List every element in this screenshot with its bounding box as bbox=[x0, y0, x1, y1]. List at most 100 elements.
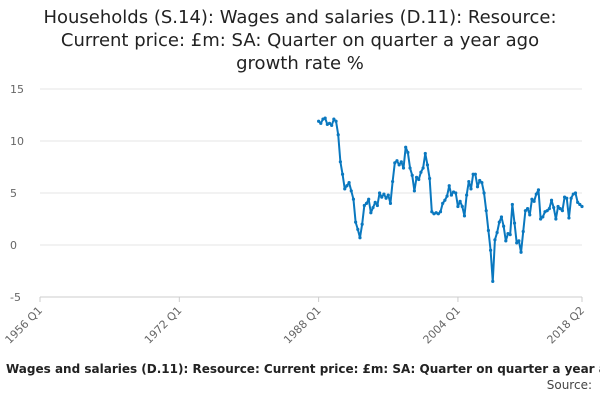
data-point[interactable] bbox=[528, 213, 532, 217]
data-point[interactable] bbox=[475, 185, 480, 189]
data-point[interactable] bbox=[319, 121, 323, 125]
data-point[interactable] bbox=[469, 187, 473, 191]
data-point[interactable] bbox=[517, 239, 521, 243]
data-point[interactable] bbox=[317, 119, 321, 123]
data-point[interactable] bbox=[380, 195, 384, 199]
data-point[interactable] bbox=[456, 204, 460, 209]
data-point[interactable] bbox=[327, 121, 332, 125]
data-point[interactable] bbox=[340, 172, 345, 176]
data-point[interactable] bbox=[438, 210, 443, 214]
data-point[interactable] bbox=[423, 151, 427, 156]
data-point[interactable] bbox=[558, 207, 562, 211]
data-point[interactable] bbox=[406, 150, 410, 155]
data-point[interactable] bbox=[349, 189, 353, 193]
data-point[interactable] bbox=[547, 207, 551, 211]
data-point[interactable] bbox=[565, 196, 569, 200]
data-point[interactable] bbox=[556, 204, 560, 209]
data-point[interactable] bbox=[497, 220, 501, 224]
data-point[interactable] bbox=[345, 184, 349, 188]
data-point[interactable] bbox=[447, 184, 451, 188]
data-point[interactable] bbox=[393, 161, 397, 165]
data-point[interactable] bbox=[421, 166, 425, 170]
data-point[interactable] bbox=[515, 241, 519, 245]
data-point[interactable] bbox=[536, 188, 541, 192]
data-point[interactable] bbox=[408, 166, 412, 170]
data-point[interactable] bbox=[482, 191, 486, 195]
data-point[interactable] bbox=[532, 199, 536, 203]
data-point[interactable] bbox=[549, 198, 554, 202]
data-point[interactable] bbox=[573, 191, 578, 195]
data-point[interactable] bbox=[523, 209, 528, 213]
data-point[interactable] bbox=[495, 230, 499, 235]
data-point[interactable] bbox=[499, 215, 504, 219]
data-point[interactable] bbox=[552, 205, 556, 210]
data-point[interactable] bbox=[539, 217, 543, 221]
data-point[interactable] bbox=[502, 224, 506, 228]
data-point[interactable] bbox=[391, 179, 395, 184]
data-point[interactable] bbox=[493, 238, 497, 242]
data-point[interactable] bbox=[330, 123, 334, 127]
data-point[interactable] bbox=[460, 204, 464, 209]
data-point[interactable] bbox=[401, 166, 406, 170]
data-point[interactable] bbox=[384, 196, 388, 200]
data-point[interactable] bbox=[488, 248, 493, 252]
data-point[interactable] bbox=[343, 187, 347, 191]
data-point[interactable] bbox=[519, 250, 523, 254]
data-point[interactable] bbox=[377, 191, 382, 195]
data-point[interactable] bbox=[473, 172, 477, 176]
data-point[interactable] bbox=[356, 227, 360, 231]
data-point[interactable] bbox=[360, 222, 364, 226]
data-point[interactable] bbox=[521, 229, 525, 234]
data-point[interactable] bbox=[428, 176, 432, 181]
data-point[interactable] bbox=[399, 160, 403, 164]
data-point[interactable] bbox=[454, 191, 458, 195]
data-point[interactable] bbox=[369, 211, 373, 215]
data-point[interactable] bbox=[484, 209, 488, 213]
data-point[interactable] bbox=[419, 170, 423, 174]
data-point[interactable] bbox=[510, 202, 514, 207]
data-point[interactable] bbox=[354, 220, 358, 224]
data-point[interactable] bbox=[404, 145, 408, 149]
data-point[interactable] bbox=[334, 119, 338, 123]
data-point[interactable] bbox=[578, 202, 582, 207]
data-point[interactable] bbox=[386, 193, 390, 197]
data-point[interactable] bbox=[336, 133, 340, 137]
data-point[interactable] bbox=[567, 216, 571, 220]
data-point[interactable] bbox=[371, 205, 375, 210]
data-point[interactable] bbox=[395, 159, 399, 163]
data-point[interactable] bbox=[508, 233, 512, 237]
data-point[interactable] bbox=[478, 178, 482, 183]
data-point[interactable] bbox=[417, 177, 421, 182]
data-point[interactable] bbox=[373, 200, 377, 204]
data-point[interactable] bbox=[441, 201, 445, 205]
data-point[interactable] bbox=[504, 239, 508, 243]
data-point[interactable] bbox=[534, 192, 538, 196]
data-point[interactable] bbox=[425, 163, 430, 167]
data-point[interactable] bbox=[338, 160, 342, 164]
data-point[interactable] bbox=[358, 236, 362, 240]
data-point[interactable] bbox=[480, 181, 484, 185]
data-point[interactable] bbox=[445, 194, 449, 198]
data-point[interactable] bbox=[541, 215, 545, 219]
data-point[interactable] bbox=[410, 173, 414, 177]
data-point[interactable] bbox=[449, 193, 453, 197]
data-point[interactable] bbox=[414, 175, 419, 179]
data-point[interactable] bbox=[397, 163, 401, 167]
data-point[interactable] bbox=[436, 212, 440, 216]
data-point[interactable] bbox=[412, 189, 416, 193]
data-point[interactable] bbox=[351, 197, 356, 201]
data-point[interactable] bbox=[375, 203, 379, 208]
data-point[interactable] bbox=[364, 201, 369, 205]
data-point[interactable] bbox=[576, 200, 580, 204]
data-point[interactable] bbox=[388, 201, 393, 205]
data-point[interactable] bbox=[486, 228, 490, 233]
data-point[interactable] bbox=[323, 116, 327, 120]
data-point[interactable] bbox=[367, 197, 371, 201]
data-point[interactable] bbox=[580, 204, 584, 209]
data-point[interactable] bbox=[382, 192, 386, 196]
data-point[interactable] bbox=[554, 217, 558, 221]
data-point[interactable] bbox=[545, 209, 549, 213]
data-point[interactable] bbox=[347, 181, 351, 185]
data-point[interactable] bbox=[465, 193, 469, 197]
data-point[interactable] bbox=[458, 199, 462, 203]
